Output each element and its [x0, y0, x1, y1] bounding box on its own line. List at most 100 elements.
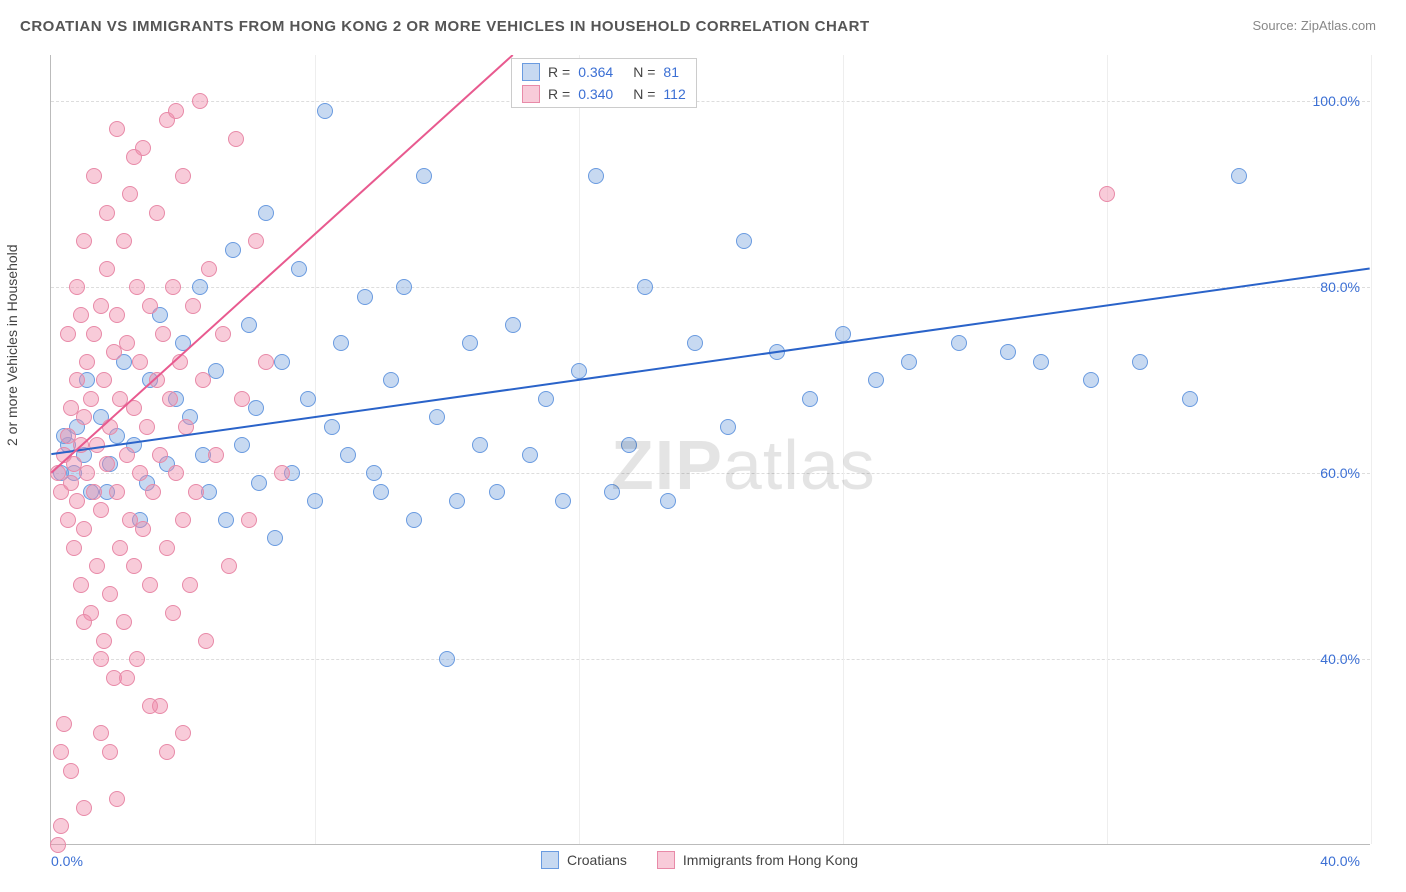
- scatter-point: [112, 540, 128, 556]
- gridline-h: [51, 287, 1370, 288]
- regression-line: [51, 268, 1369, 454]
- scatter-point: [274, 354, 290, 370]
- scatter-point: [96, 372, 112, 388]
- scatter-point: [366, 465, 382, 481]
- scatter-point: [126, 149, 142, 165]
- scatter-point: [373, 484, 389, 500]
- regression-line: [51, 55, 512, 473]
- scatter-point: [195, 372, 211, 388]
- scatter-point: [802, 391, 818, 407]
- scatter-point: [119, 335, 135, 351]
- scatter-point: [267, 530, 283, 546]
- y-axis-title: 2 or more Vehicles in Household: [4, 244, 20, 446]
- gridline-v: [579, 55, 580, 844]
- scatter-point: [201, 261, 217, 277]
- scatter-point: [50, 837, 66, 853]
- scatter-point: [129, 651, 145, 667]
- scatter-point: [165, 605, 181, 621]
- scatter-point: [185, 298, 201, 314]
- scatter-point: [69, 372, 85, 388]
- scatter-point: [162, 391, 178, 407]
- scatter-point: [1182, 391, 1198, 407]
- scatter-point: [324, 419, 340, 435]
- scatter-point: [93, 502, 109, 518]
- scatter-point: [83, 391, 99, 407]
- scatter-point: [248, 400, 264, 416]
- scatter-point: [736, 233, 752, 249]
- scatter-point: [396, 279, 412, 295]
- scatter-point: [76, 233, 92, 249]
- y-tick-label: 40.0%: [1320, 651, 1360, 667]
- scatter-point: [99, 261, 115, 277]
- scatter-point: [769, 344, 785, 360]
- scatter-point: [109, 791, 125, 807]
- scatter-point: [208, 363, 224, 379]
- scatter-point: [588, 168, 604, 184]
- scatter-point: [53, 744, 69, 760]
- scatter-point: [221, 558, 237, 574]
- scatter-point: [119, 447, 135, 463]
- x-tick-label: 40.0%: [1320, 853, 1360, 869]
- scatter-point: [489, 484, 505, 500]
- scatter-point: [234, 391, 250, 407]
- scatter-point: [76, 800, 92, 816]
- scatter-point: [132, 354, 148, 370]
- scatter-point: [99, 456, 115, 472]
- scatter-point: [248, 233, 264, 249]
- gridline-v: [315, 55, 316, 844]
- scatter-point: [93, 651, 109, 667]
- scatter-point: [951, 335, 967, 351]
- scatter-point: [538, 391, 554, 407]
- chart-title: CROATIAN VS IMMIGRANTS FROM HONG KONG 2 …: [20, 18, 870, 35]
- scatter-point: [116, 233, 132, 249]
- scatter-point: [178, 419, 194, 435]
- scatter-point: [1099, 186, 1115, 202]
- gridline-h: [51, 659, 1370, 660]
- scatter-point: [152, 447, 168, 463]
- scatter-point: [241, 317, 257, 333]
- scatter-point: [241, 512, 257, 528]
- scatter-point: [383, 372, 399, 388]
- scatter-point: [571, 363, 587, 379]
- scatter-point: [1000, 344, 1016, 360]
- scatter-point: [234, 437, 250, 453]
- scatter-point: [472, 437, 488, 453]
- scatter-point: [79, 465, 95, 481]
- scatter-point: [76, 614, 92, 630]
- scatter-point: [145, 484, 161, 500]
- scatter-point: [86, 484, 102, 500]
- scatter-point: [660, 493, 676, 509]
- swatch-icon: [522, 85, 540, 103]
- scatter-point: [218, 512, 234, 528]
- legend-row: R = 0.340N = 112: [512, 83, 696, 105]
- scatter-point: [462, 335, 478, 351]
- scatter-point: [198, 633, 214, 649]
- scatter-point: [149, 205, 165, 221]
- scatter-point: [126, 558, 142, 574]
- scatter-point: [116, 614, 132, 630]
- scatter-point: [208, 447, 224, 463]
- scatter-point: [340, 447, 356, 463]
- swatch-icon: [657, 851, 675, 869]
- source-label: Source: ZipAtlas.com: [1252, 18, 1376, 33]
- scatter-point: [155, 326, 171, 342]
- scatter-point: [1083, 372, 1099, 388]
- scatter-point: [175, 335, 191, 351]
- scatter-point: [109, 307, 125, 323]
- scatter-point: [96, 633, 112, 649]
- scatter-point: [258, 205, 274, 221]
- scatter-point: [109, 484, 125, 500]
- scatter-point: [76, 521, 92, 537]
- gridline-v: [1371, 55, 1372, 844]
- legend-row: R = 0.364N = 81: [512, 61, 696, 83]
- scatter-point: [291, 261, 307, 277]
- scatter-point: [621, 437, 637, 453]
- scatter-point: [1231, 168, 1247, 184]
- scatter-point: [522, 447, 538, 463]
- scatter-point: [142, 577, 158, 593]
- scatter-point: [429, 409, 445, 425]
- watermark: ZIPatlas: [611, 425, 876, 505]
- scatter-point: [93, 725, 109, 741]
- scatter-point: [449, 493, 465, 509]
- scatter-point: [60, 512, 76, 528]
